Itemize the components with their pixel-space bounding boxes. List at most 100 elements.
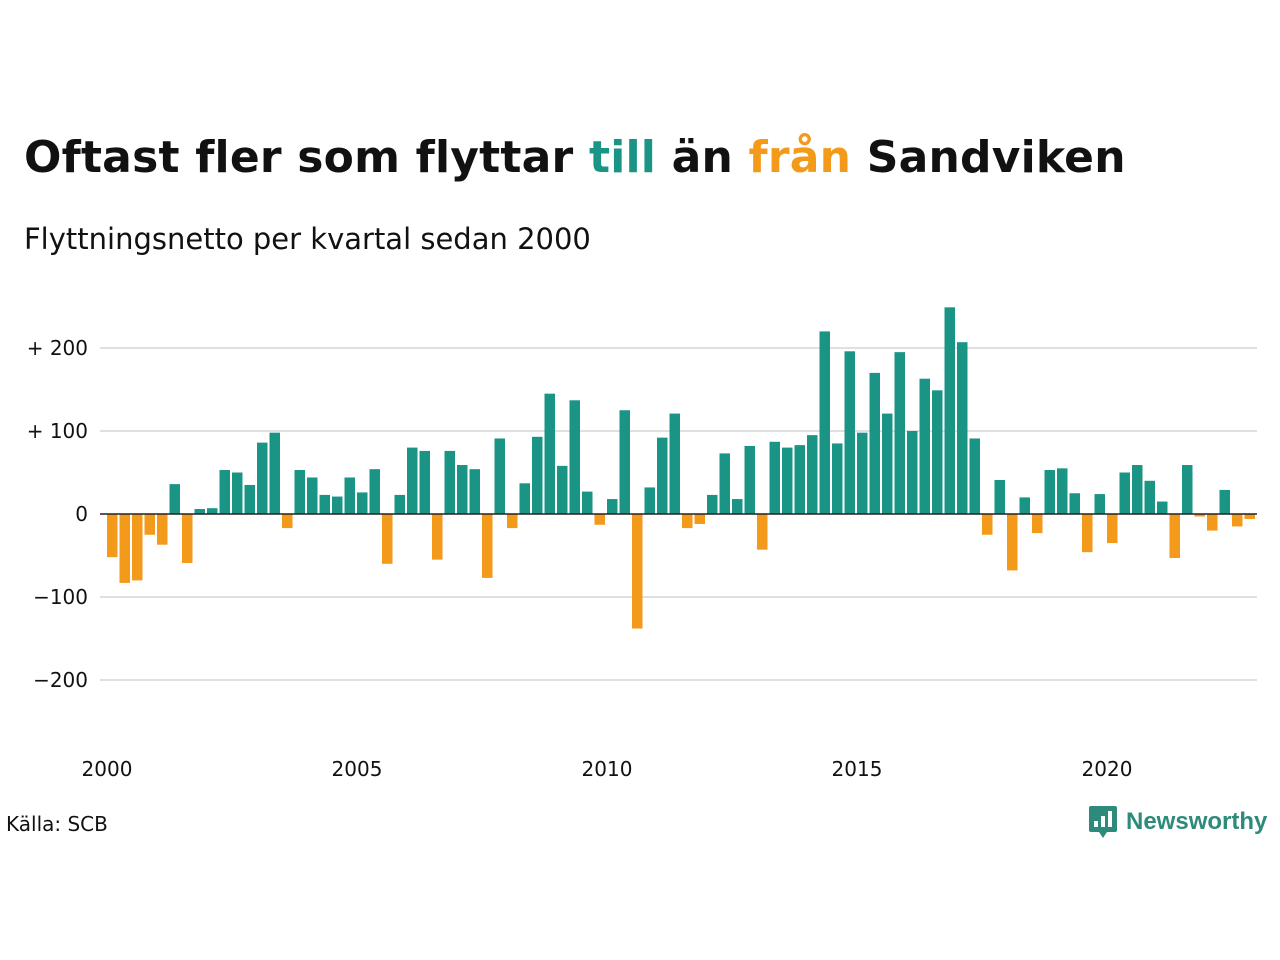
chart-subtitle: Flyttningsnetto per kvartal sedan 2000 bbox=[24, 222, 591, 256]
x-tick-label: 2020 bbox=[1082, 757, 1133, 781]
bar bbox=[894, 352, 905, 514]
bar bbox=[669, 413, 680, 514]
bar bbox=[607, 499, 618, 514]
bar bbox=[207, 508, 218, 514]
bar bbox=[157, 514, 168, 545]
bar bbox=[907, 431, 918, 514]
bar bbox=[444, 450, 455, 514]
bar bbox=[182, 514, 193, 563]
bar bbox=[219, 470, 230, 514]
bar bbox=[657, 437, 668, 514]
bar bbox=[144, 514, 155, 535]
bar bbox=[744, 445, 755, 514]
x-tick-label: 2000 bbox=[82, 757, 133, 781]
bar bbox=[1069, 493, 1080, 514]
bar bbox=[457, 465, 468, 514]
bar bbox=[1094, 494, 1105, 514]
bar bbox=[869, 372, 880, 514]
source-note: Källa: SCB bbox=[6, 812, 108, 836]
x-axis-ticks: 2000 2005 2010 2015 2020 bbox=[82, 757, 1133, 781]
bar bbox=[357, 492, 368, 514]
y-tick-label: + 100 bbox=[27, 419, 88, 443]
brand-logo[interactable]: Newsworthy bbox=[1088, 804, 1267, 840]
bar bbox=[594, 514, 605, 525]
bar bbox=[132, 514, 143, 581]
bar bbox=[169, 484, 180, 514]
y-tick-label: −100 bbox=[33, 585, 88, 609]
x-tick-label: 2010 bbox=[582, 757, 633, 781]
bar bbox=[1207, 514, 1218, 531]
bar bbox=[757, 514, 768, 550]
bar bbox=[294, 470, 305, 514]
bar bbox=[769, 441, 780, 514]
bar bbox=[282, 514, 293, 529]
bar bbox=[307, 477, 318, 514]
bar bbox=[1044, 470, 1055, 514]
bar bbox=[682, 514, 693, 529]
bar bbox=[194, 509, 205, 514]
bar bbox=[119, 514, 130, 583]
bar bbox=[732, 499, 743, 514]
y-axis-ticks: + 200 + 100 0 −100 −200 bbox=[27, 336, 88, 692]
bar bbox=[644, 487, 655, 514]
bar bbox=[994, 479, 1005, 514]
bar bbox=[707, 494, 718, 514]
y-tick-label: 0 bbox=[75, 502, 88, 526]
bar bbox=[319, 494, 330, 514]
bar bbox=[469, 469, 480, 514]
bar bbox=[557, 465, 568, 514]
bar bbox=[1057, 468, 1068, 514]
bar bbox=[394, 494, 405, 514]
y-tick-label: −200 bbox=[33, 668, 88, 692]
chart-title: Oftast fler som flyttar till än från San… bbox=[24, 132, 1126, 183]
bar bbox=[1144, 480, 1155, 514]
bar bbox=[619, 410, 630, 514]
bar bbox=[632, 514, 643, 629]
bar bbox=[1119, 472, 1130, 514]
bar bbox=[1132, 465, 1143, 514]
bar bbox=[1232, 514, 1243, 527]
bar bbox=[519, 483, 530, 514]
newsworthy-logo-icon bbox=[1089, 806, 1117, 838]
bar bbox=[719, 453, 730, 514]
bar bbox=[494, 438, 505, 514]
bar-chart: + 200 + 100 0 −100 −200 2000 2005 2010 2015 2020 bbox=[27, 307, 1257, 781]
bar bbox=[344, 477, 355, 514]
bar bbox=[232, 472, 243, 514]
x-tick-label: 2015 bbox=[832, 757, 883, 781]
bar bbox=[107, 514, 118, 558]
title-part-3: Sandviken bbox=[851, 132, 1126, 183]
bar bbox=[1107, 514, 1118, 544]
bar bbox=[782, 447, 793, 514]
bar bbox=[482, 514, 493, 578]
bar bbox=[432, 514, 443, 560]
bar bbox=[832, 443, 843, 514]
bar bbox=[1219, 489, 1230, 514]
y-tick-label: + 200 bbox=[27, 336, 88, 360]
bar bbox=[932, 390, 943, 514]
bar bbox=[1082, 514, 1093, 553]
bar bbox=[582, 491, 593, 514]
bar bbox=[407, 447, 418, 514]
bar bbox=[244, 484, 255, 514]
bar bbox=[369, 469, 380, 514]
x-tick-label: 2005 bbox=[332, 757, 383, 781]
bar bbox=[857, 432, 868, 514]
bar bbox=[269, 432, 280, 514]
bar bbox=[419, 450, 430, 514]
bar bbox=[569, 400, 580, 514]
title-part-1: Oftast fler som flyttar bbox=[24, 132, 589, 183]
bar bbox=[1157, 501, 1168, 514]
title-highlight-out: från bbox=[748, 132, 852, 183]
bar bbox=[257, 442, 268, 514]
title-highlight-in: till bbox=[588, 132, 657, 183]
bar bbox=[507, 514, 518, 529]
bar bbox=[919, 378, 930, 514]
bar bbox=[957, 342, 968, 514]
bar bbox=[1019, 497, 1030, 514]
bar bbox=[1169, 514, 1180, 558]
bar bbox=[694, 514, 705, 524]
bar bbox=[882, 413, 893, 514]
bar bbox=[844, 351, 855, 514]
bar bbox=[982, 514, 993, 535]
